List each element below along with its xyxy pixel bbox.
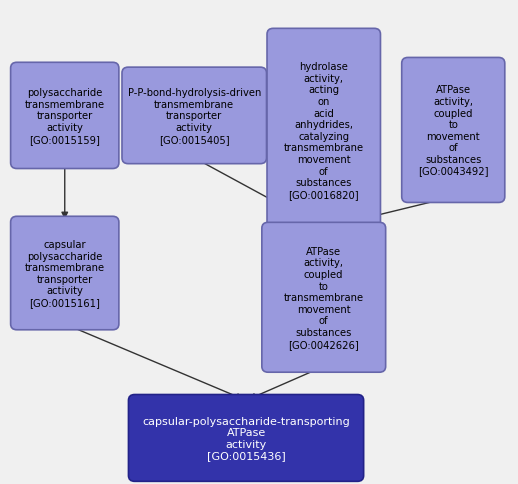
FancyBboxPatch shape (10, 63, 119, 169)
FancyBboxPatch shape (262, 223, 385, 373)
Text: ATPase
activity,
coupled
to
movement
of
substances
[GO:0043492]: ATPase activity, coupled to movement of … (418, 85, 488, 176)
FancyBboxPatch shape (10, 217, 119, 330)
Text: polysaccharide
transmembrane
transporter
activity
[GO:0015159]: polysaccharide transmembrane transporter… (25, 88, 105, 144)
FancyBboxPatch shape (128, 395, 364, 481)
FancyBboxPatch shape (402, 58, 505, 203)
Text: ATPase
activity,
coupled
to
transmembrane
movement
of
substances
[GO:0042626]: ATPase activity, coupled to transmembran… (284, 246, 364, 349)
FancyBboxPatch shape (267, 29, 380, 232)
Text: capsular
polysaccharide
transmembrane
transporter
activity
[GO:0015161]: capsular polysaccharide transmembrane tr… (25, 240, 105, 307)
Text: capsular-polysaccharide-transporting
ATPase
activity
[GO:0015436]: capsular-polysaccharide-transporting ATP… (142, 416, 350, 460)
Text: P-P-bond-hydrolysis-driven
transmembrane
transporter
activity
[GO:0015405]: P-P-bond-hydrolysis-driven transmembrane… (127, 88, 261, 144)
Text: hydrolase
activity,
acting
on
acid
anhydrides,
catalyzing
transmembrane
movement: hydrolase activity, acting on acid anhyd… (284, 62, 364, 199)
FancyBboxPatch shape (122, 68, 266, 165)
